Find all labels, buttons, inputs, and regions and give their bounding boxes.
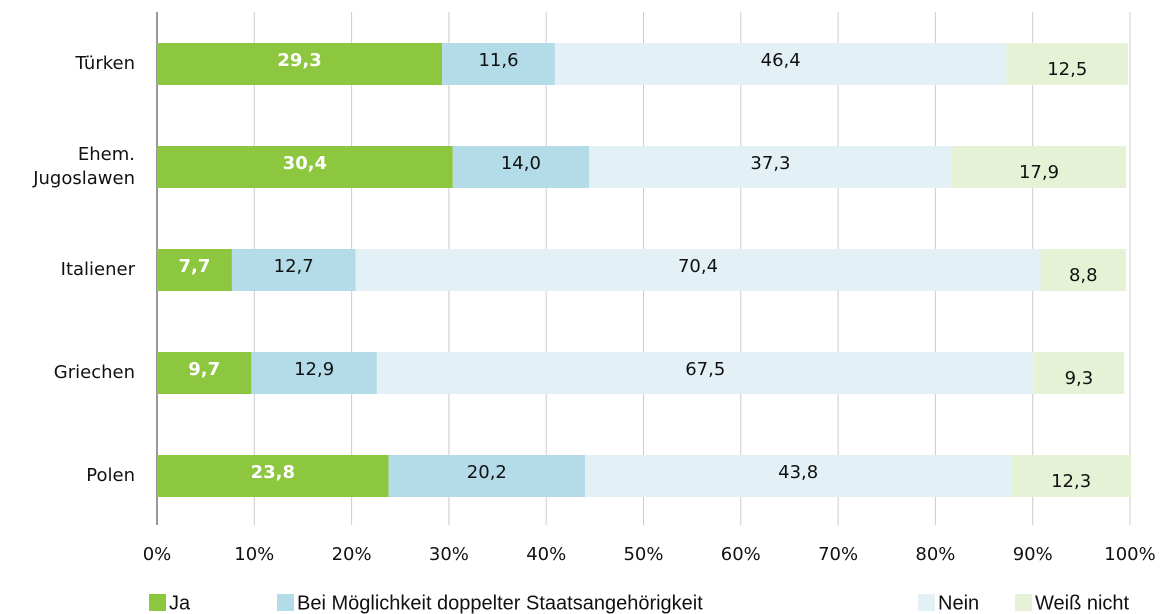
data-label: 8,8 xyxy=(1069,265,1098,286)
bar-segment xyxy=(157,43,443,85)
x-tick-label: 100% xyxy=(1104,544,1155,565)
bar-segment xyxy=(157,455,389,497)
data-label: 46,4 xyxy=(761,50,801,71)
y-tick-label: Türken xyxy=(74,53,135,74)
legend-label: Bei Möglichkeit doppelter Staatsangehöri… xyxy=(297,592,703,614)
data-label: 30,4 xyxy=(283,153,327,174)
y-tick-label: Griechen xyxy=(54,362,135,383)
bar-segment xyxy=(157,146,453,188)
bar-segment xyxy=(231,249,356,291)
data-label: 11,6 xyxy=(478,50,518,71)
bar-segment xyxy=(452,146,590,188)
data-label: 23,8 xyxy=(251,462,295,483)
bar-segment xyxy=(355,249,1041,291)
data-label: 9,3 xyxy=(1065,368,1094,389)
x-tick-label: 50% xyxy=(623,544,663,565)
y-tick-line: Ehem. xyxy=(78,144,135,165)
legend-swatch xyxy=(918,594,935,611)
bar-segment xyxy=(951,146,1127,188)
data-label: 9,7 xyxy=(188,359,220,380)
bar-segment xyxy=(376,352,1034,394)
legend-swatch xyxy=(1015,594,1032,611)
data-label: 12,9 xyxy=(294,359,334,380)
bar-segment xyxy=(554,43,1007,85)
x-tick-label: 80% xyxy=(915,544,955,565)
data-label: 67,5 xyxy=(685,359,725,380)
legend-swatch xyxy=(149,594,166,611)
bar-segment xyxy=(251,352,377,394)
data-label: 29,3 xyxy=(277,50,321,71)
legend-label: Weiß nicht xyxy=(1035,592,1130,614)
data-label: 37,3 xyxy=(750,153,790,174)
data-label: 12,3 xyxy=(1051,471,1091,492)
x-tick-label: 60% xyxy=(721,544,761,565)
x-tick-label: 30% xyxy=(429,544,469,565)
bar-segment xyxy=(1006,43,1129,85)
x-tick-label: 10% xyxy=(234,544,274,565)
bar-segment xyxy=(1040,249,1127,291)
data-label: 20,2 xyxy=(467,462,507,483)
bar-segment xyxy=(585,455,1012,497)
data-label: 7,7 xyxy=(179,256,211,277)
y-tick-label: Italiener xyxy=(61,259,136,280)
y-tick-line: Jugoslawen xyxy=(32,168,135,189)
y-tick-label: Ehem. Jugoslawen xyxy=(32,144,135,189)
bar-segment xyxy=(442,43,555,85)
data-label: 70,4 xyxy=(678,256,718,277)
legend-label: Ja xyxy=(169,592,191,614)
legend-swatch xyxy=(277,594,294,611)
x-tick-label: 0% xyxy=(143,544,172,565)
data-label: 14,0 xyxy=(501,153,541,174)
data-label: 12,7 xyxy=(274,256,314,277)
x-tick-label: 20% xyxy=(332,544,372,565)
data-label: 17,9 xyxy=(1019,162,1059,183)
bar-segment xyxy=(1011,455,1131,497)
bar-segment xyxy=(1033,352,1125,394)
data-label: 43,8 xyxy=(778,462,818,483)
x-tick-label: 70% xyxy=(818,544,858,565)
bar-segment xyxy=(589,146,952,188)
bar-segment xyxy=(388,455,586,497)
bar-segment xyxy=(157,352,252,394)
bar-segment xyxy=(157,249,232,291)
y-tick-label: Polen xyxy=(86,465,135,486)
data-label: 12,5 xyxy=(1047,59,1087,80)
legend-label: Nein xyxy=(938,592,979,614)
x-tick-label: 90% xyxy=(1013,544,1053,565)
x-tick-label: 40% xyxy=(526,544,566,565)
